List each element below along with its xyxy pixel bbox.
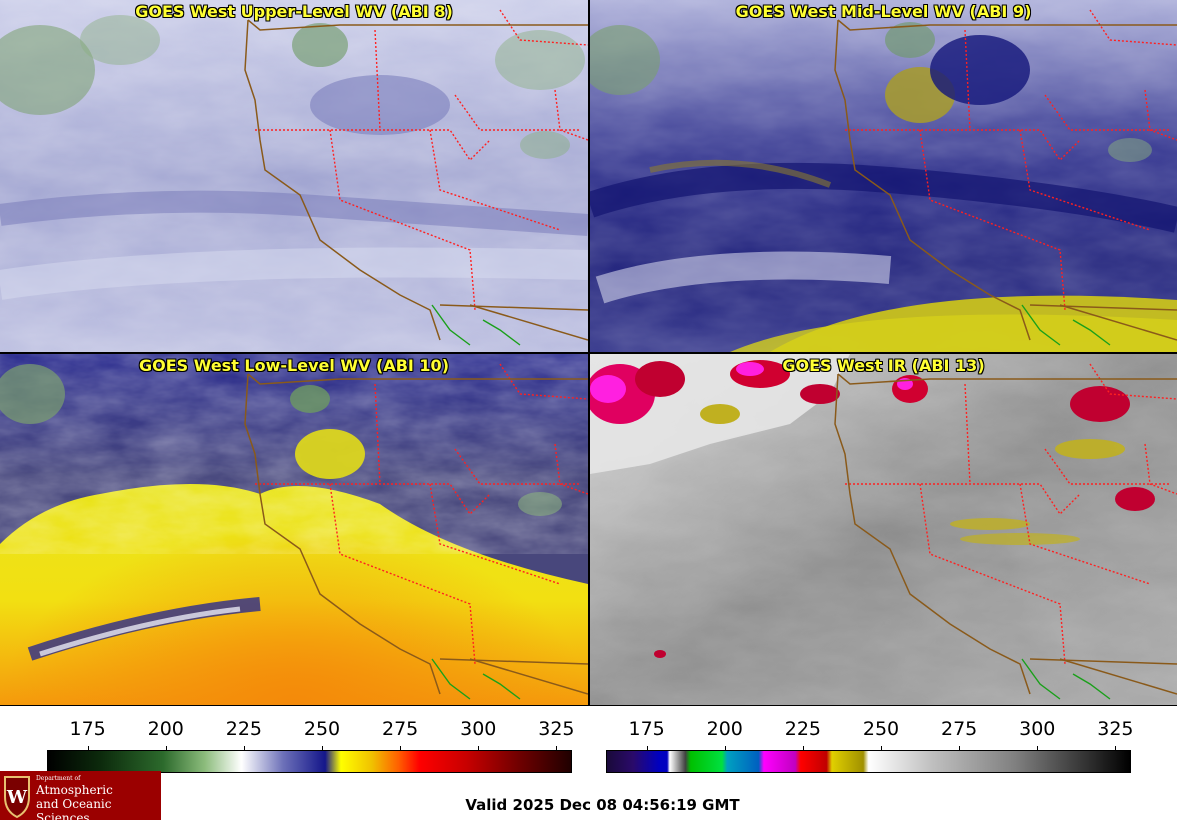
- panel-title: GOES West IR (ABI 13): [782, 356, 985, 375]
- colorbar-tick-mark: [556, 746, 558, 751]
- colorbar-tick-label: 300: [1019, 718, 1056, 740]
- logo-line2: Atmospheric: [36, 783, 113, 797]
- state-borders: [255, 9, 588, 311]
- panel-divider-bottom: [0, 705, 1177, 706]
- colorbar-tick-mark: [881, 746, 882, 751]
- colorbar-tick-mark: [724, 746, 726, 751]
- colorbar-tick-mark: [87, 746, 89, 751]
- svg-text:W: W: [6, 787, 28, 808]
- upper-level-wv-image: [0, 0, 588, 352]
- colorbar-tick-label: 200: [147, 718, 184, 740]
- colorbar-tick-label: 275: [940, 718, 978, 740]
- colorbar-tick-label: 300: [460, 718, 497, 740]
- colorbar-tick-mark: [646, 746, 648, 751]
- colorbar-tick-mark: [243, 746, 245, 751]
- wv-colorbar: 175 200 225 250 275 300 325: [47, 706, 575, 776]
- colorbar-tick-mark: [322, 746, 323, 751]
- colorbar-tick-mark: [1115, 746, 1117, 751]
- ir-image: [590, 354, 1177, 705]
- wv-colorbar-gradient: [47, 750, 572, 773]
- colorbar-tick-label: 175: [69, 718, 106, 740]
- colorbar-tick-label: 250: [303, 718, 341, 740]
- low-level-wv-image: [0, 354, 588, 705]
- wv-colorbar-ticks: 175 200 225 250 275 300 325: [47, 706, 575, 751]
- panel-title: GOES West Upper-Level WV (ABI 8): [135, 2, 453, 21]
- ir-colorbar: 175 200 225 250 275 300 325: [606, 706, 1134, 776]
- mexico-border: [431, 304, 521, 346]
- colorbar-tick-label: 325: [1097, 718, 1134, 740]
- colorbar-tick-label: 325: [538, 718, 575, 740]
- panel-divider-horizontal: [0, 352, 1177, 354]
- mid-level-wv-panel: GOES West Mid-Level WV (ABI 9): [590, 0, 1177, 352]
- aos-logo: W Department of Atmospheric and Oceanic …: [0, 771, 161, 825]
- coastline: [244, 19, 588, 341]
- ir-colorbar-gradient: [606, 750, 1131, 773]
- ir-colorbar-ticks: 175 200 225 250 275 300 325: [606, 706, 1134, 751]
- colorbar-tick-mark: [478, 746, 480, 751]
- mid-level-wv-image: [590, 0, 1177, 352]
- uw-crest-icon: W: [4, 776, 30, 819]
- colorbar-tick-mark: [165, 746, 167, 751]
- colorbar-tick-label: 200: [706, 718, 743, 740]
- colorbar-tick-label: 250: [862, 718, 900, 740]
- valid-time: Valid 2025 Dec 08 04:56:19 GMT: [465, 796, 740, 814]
- panel-title: GOES West Low-Level WV (ABI 10): [138, 356, 449, 375]
- colorbar-tick-mark: [1037, 746, 1039, 751]
- colorbar-tick-label: 175: [628, 718, 665, 740]
- colorbar-tick-mark: [959, 746, 961, 751]
- upper-level-wv-panel: GOES West Upper-Level WV (ABI 8): [0, 0, 588, 352]
- panel-title: GOES West Mid-Level WV (ABI 9): [735, 2, 1032, 21]
- colorbar-tick-label: 225: [784, 718, 822, 740]
- logo-line1: Department of: [36, 775, 81, 782]
- ir-panel: GOES West IR (ABI 13): [590, 354, 1177, 705]
- colorbar-tick-mark: [400, 746, 402, 751]
- colorbar-tick-mark: [802, 746, 804, 751]
- colorbar-tick-label: 275: [381, 718, 419, 740]
- colorbar-tick-label: 225: [225, 718, 263, 740]
- low-level-wv-panel: GOES West Low-Level WV (ABI 10): [0, 354, 588, 705]
